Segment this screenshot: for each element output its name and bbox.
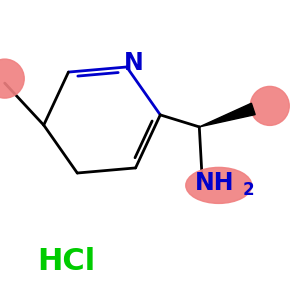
Ellipse shape: [186, 167, 252, 203]
Text: HCl: HCl: [37, 247, 95, 275]
Text: N: N: [124, 51, 144, 75]
Circle shape: [0, 59, 24, 98]
Polygon shape: [199, 103, 255, 127]
Circle shape: [250, 86, 289, 125]
Text: 2: 2: [243, 181, 255, 199]
Text: NH: NH: [194, 171, 234, 195]
